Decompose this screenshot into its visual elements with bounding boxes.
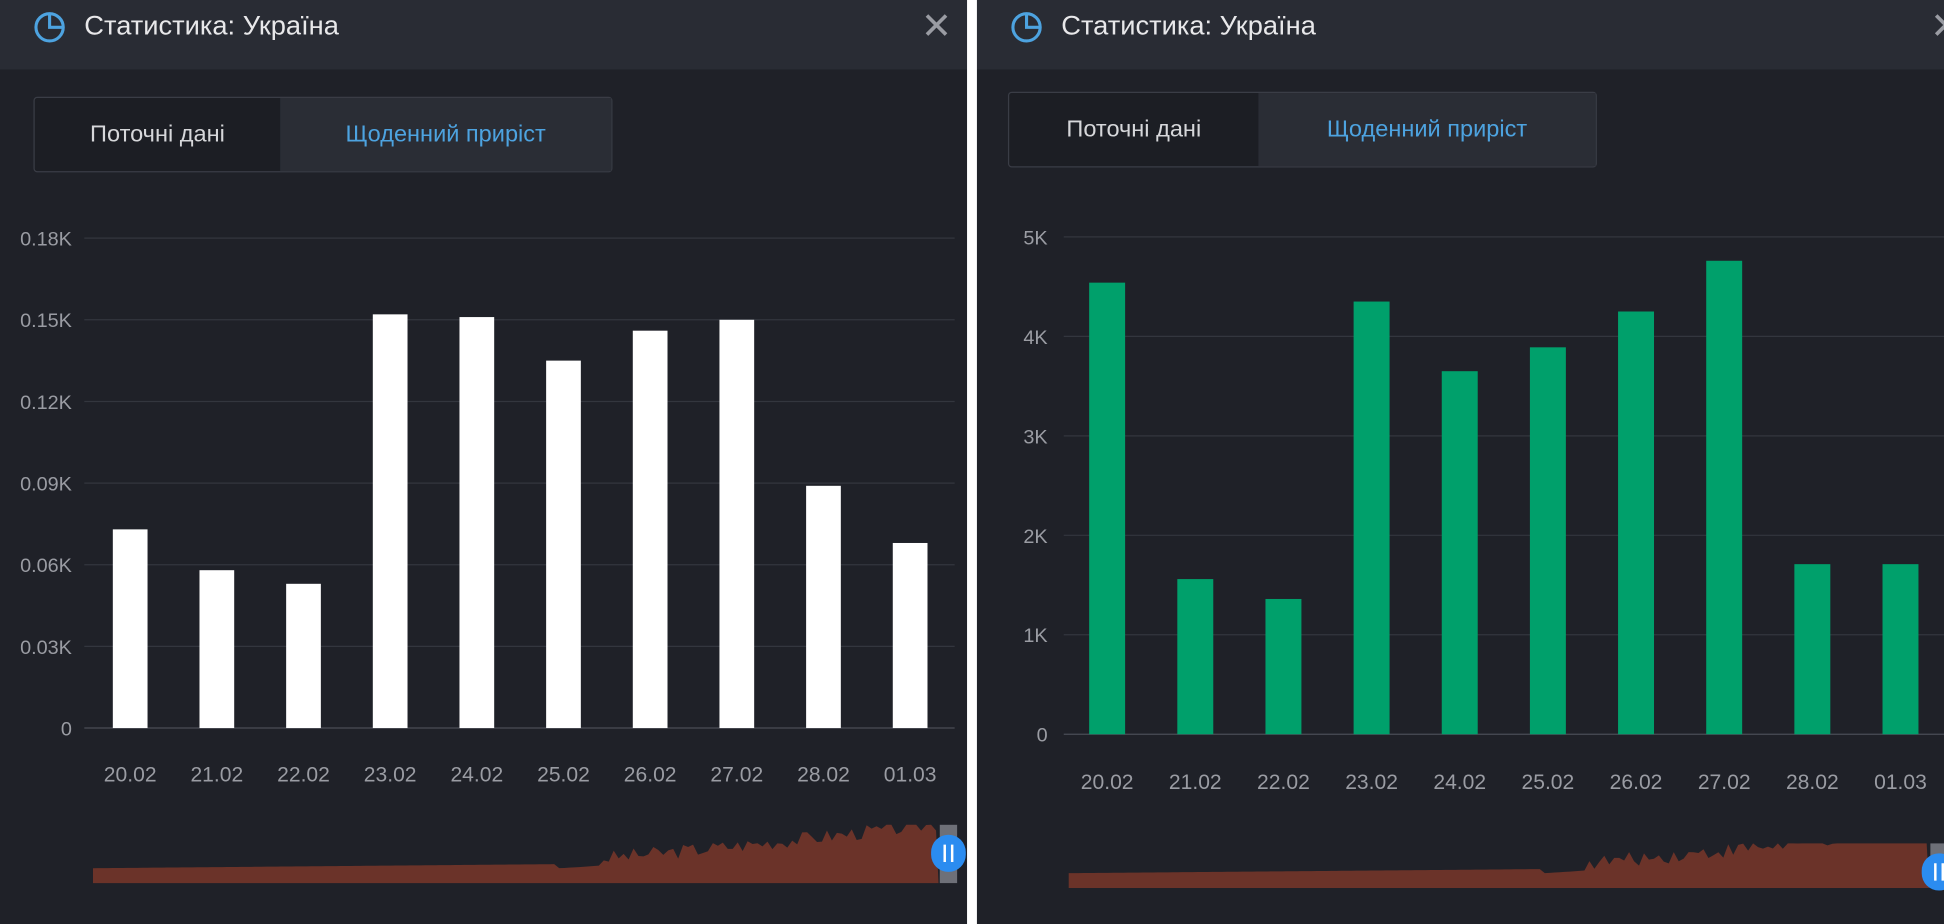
y-tick-label: 0.03K	[20, 637, 72, 659]
bar-26.02	[632, 330, 668, 729]
bar-24.02	[1441, 371, 1478, 735]
handle-grip-icon	[1934, 863, 1944, 881]
y-tick-label: 2K	[1023, 526, 1047, 548]
x-tick-label: 24.02	[1433, 771, 1486, 794]
bar-chart: 0 0.03K 0.06K 0.09K 0.12K 0.15K 0.18K 20.02 21.0…	[20, 229, 966, 884]
close-icon[interactable]: ✕	[920, 6, 953, 48]
x-tick-label: 23.02	[364, 763, 417, 786]
y-tick-label: 0.12K	[20, 392, 72, 414]
y-tick-label: 0.06K	[20, 555, 72, 577]
bar-22.02	[1265, 598, 1302, 735]
bar-25.02	[1529, 347, 1566, 735]
navigator-handle[interactable]	[1921, 853, 1944, 891]
tab-current-data[interactable]: Поточні дані	[90, 120, 225, 147]
x-tick-label: 21.02	[190, 763, 243, 786]
handle-grip-icon	[943, 844, 954, 863]
y-tick-label: 0.15K	[20, 310, 72, 332]
close-icon[interactable]: ✕	[1930, 5, 1944, 48]
bar-chart: 0 1K 2K 3K 4K 5K 20.02 21.02 22.02 23.02 24.02 25.0…	[1023, 227, 1944, 891]
navigator-handle[interactable]	[931, 834, 966, 872]
panel-header: Статистика: Україна ✕	[976, 0, 1944, 70]
y-tick-label: 3K	[1023, 426, 1047, 448]
bar-20.02	[112, 529, 148, 729]
y-tick-label: 1K	[1023, 625, 1047, 647]
bar-26.02	[1618, 311, 1655, 735]
tab-current-data[interactable]: Поточні дані	[1066, 115, 1202, 143]
x-tick-label: 27.02	[710, 763, 763, 786]
panel-title: Статистика: Україна	[84, 9, 339, 41]
tab-daily-growth[interactable]: Щоденний приріст	[1258, 93, 1596, 167]
bar-20.02	[1089, 282, 1126, 735]
x-tick-label: 24.02	[450, 763, 503, 786]
tab-daily-growth[interactable]: Щоденний приріст	[280, 97, 612, 172]
divider	[967, 0, 977, 924]
bar-01.03	[1882, 564, 1919, 735]
pie-chart-icon	[1011, 12, 1042, 43]
stats-panel-left: Статистика: Україна ✕ Поточні дані Щоден…	[0, 0, 968, 924]
bar-28.02	[806, 485, 841, 729]
bar-25.02	[546, 360, 581, 729]
x-tick-label: 20.02	[104, 763, 157, 786]
bar-28.02	[1794, 564, 1831, 735]
x-tick-label: 22.02	[277, 763, 330, 786]
bar-23.02	[372, 314, 408, 729]
x-tick-label: 20.02	[1081, 771, 1134, 794]
x-tick-label: 25.02	[537, 763, 590, 786]
bar-24.02	[459, 317, 495, 729]
tab-group: Поточні дані Щоденний приріст	[33, 96, 613, 173]
pie-chart-icon	[34, 12, 65, 43]
x-tick-label: 27.02	[1698, 771, 1751, 794]
navigator-area	[1068, 843, 1930, 889]
x-tick-label: 01.03	[884, 763, 937, 786]
tab-group: Поточні дані Щоденний приріст	[1007, 91, 1597, 168]
y-tick-label: 5K	[1023, 227, 1047, 249]
x-tick-label: 21.02	[1169, 771, 1222, 794]
x-tick-label: 28.02	[1786, 771, 1839, 794]
bar-22.02	[286, 583, 321, 729]
x-tick-label: 26.02	[1610, 771, 1663, 794]
x-tick-label: 22.02	[1257, 771, 1310, 794]
stats-panel-right: Статистика: Україна ✕ Поточні дані Щоден…	[976, 0, 1944, 924]
x-tick-label: 26.02	[624, 763, 677, 786]
x-tick-label: 25.02	[1522, 771, 1575, 794]
panel-title: Статистика: Україна	[1061, 9, 1316, 41]
bar-21.02	[199, 570, 235, 729]
x-tick-label: 01.03	[1874, 771, 1927, 794]
panel-header: Статистика: Україна ✕	[0, 0, 968, 70]
x-tick-label: 28.02	[797, 763, 850, 786]
y-tick-label: 0.09K	[20, 474, 72, 496]
bar-27.02	[1706, 260, 1743, 735]
bar-23.02	[1353, 301, 1390, 735]
y-tick-label: 4K	[1023, 327, 1047, 349]
y-tick-label: 0.18K	[20, 229, 72, 251]
navigator-area	[92, 824, 939, 884]
bar-27.02	[719, 319, 755, 729]
y-tick-label: 0	[61, 718, 72, 740]
y-tick-label: 0	[1037, 725, 1048, 747]
x-tick-label: 23.02	[1345, 771, 1398, 794]
bar-21.02	[1177, 579, 1214, 735]
bar-01.03	[892, 542, 928, 729]
